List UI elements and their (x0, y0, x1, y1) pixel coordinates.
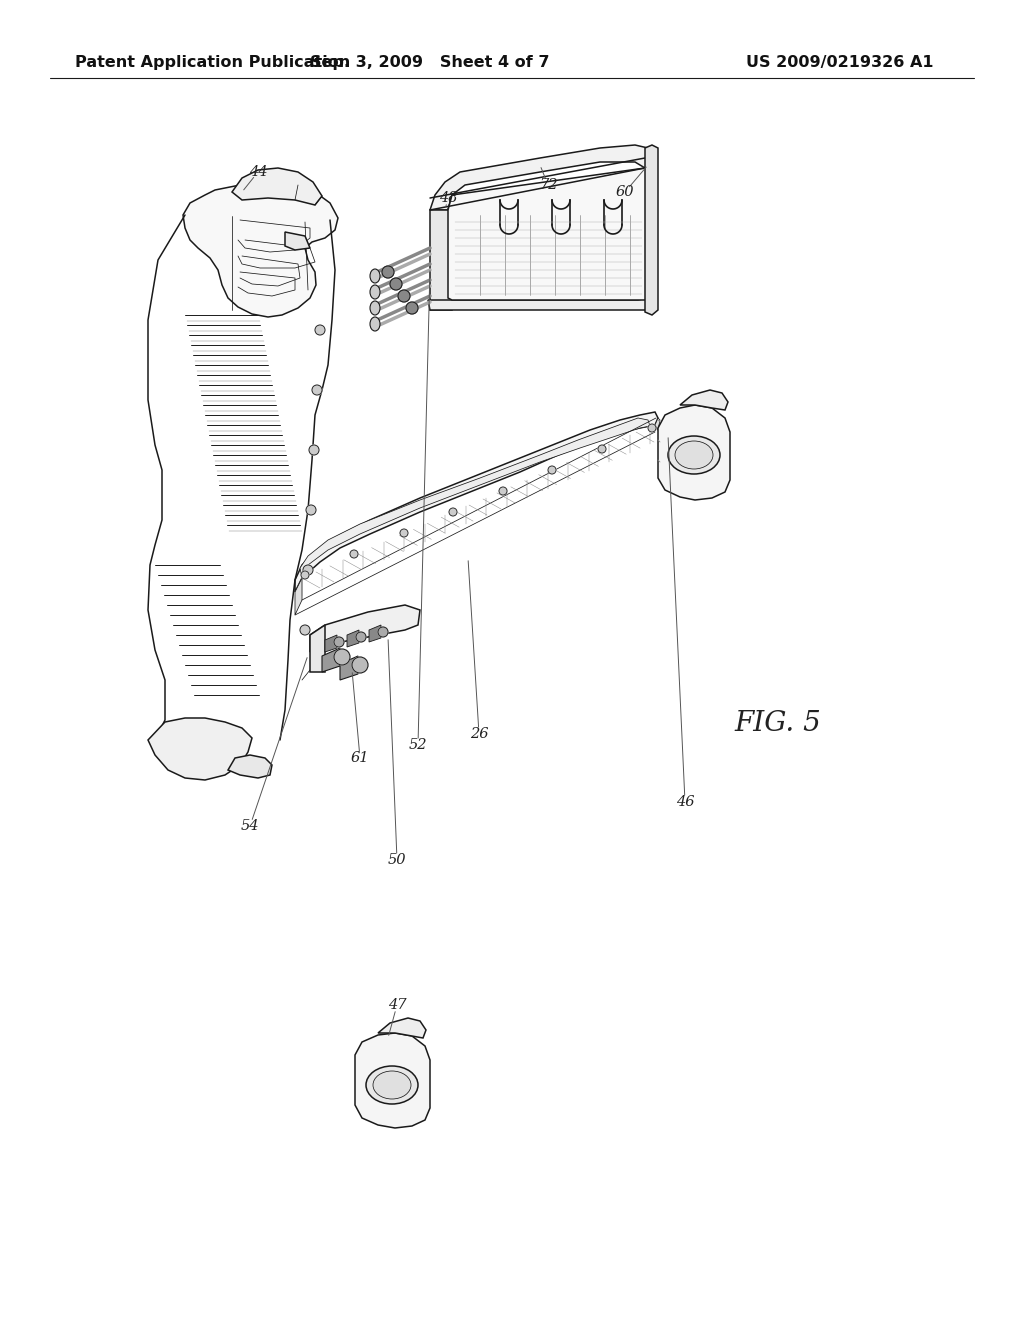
Ellipse shape (370, 317, 380, 331)
Polygon shape (285, 232, 310, 249)
Circle shape (300, 624, 310, 635)
Polygon shape (340, 656, 358, 680)
Text: Patent Application Publication: Patent Application Publication (75, 54, 350, 70)
Circle shape (350, 550, 358, 558)
Polygon shape (232, 168, 322, 205)
Circle shape (406, 302, 418, 314)
Text: US 2009/0219326 A1: US 2009/0219326 A1 (746, 54, 934, 70)
Ellipse shape (370, 285, 380, 300)
Polygon shape (655, 418, 660, 430)
Polygon shape (680, 389, 728, 411)
Polygon shape (310, 605, 420, 652)
Polygon shape (295, 412, 658, 591)
Circle shape (356, 632, 366, 642)
Polygon shape (228, 755, 272, 777)
Text: 60: 60 (615, 185, 634, 199)
Ellipse shape (370, 301, 380, 315)
Text: 26: 26 (470, 727, 488, 741)
Circle shape (398, 290, 410, 302)
Polygon shape (322, 648, 340, 672)
Text: FIG. 5: FIG. 5 (735, 710, 821, 737)
Text: 52: 52 (409, 738, 427, 752)
Text: 50: 50 (388, 853, 407, 867)
Text: Sep. 3, 2009   Sheet 4 of 7: Sep. 3, 2009 Sheet 4 of 7 (310, 54, 550, 70)
Circle shape (378, 627, 388, 638)
Polygon shape (369, 624, 381, 642)
Ellipse shape (373, 1071, 411, 1100)
Circle shape (449, 508, 457, 516)
Circle shape (499, 487, 507, 495)
Polygon shape (295, 578, 302, 615)
Ellipse shape (366, 1067, 418, 1104)
Polygon shape (347, 630, 359, 647)
Text: 61: 61 (351, 751, 370, 766)
Text: 44: 44 (249, 165, 267, 180)
Circle shape (382, 267, 394, 279)
Polygon shape (428, 298, 652, 310)
Text: 72: 72 (539, 178, 557, 191)
Polygon shape (310, 624, 325, 672)
Polygon shape (378, 1018, 426, 1038)
Text: 48: 48 (438, 191, 458, 205)
Text: 46: 46 (676, 795, 694, 809)
Polygon shape (645, 145, 658, 315)
Circle shape (352, 657, 368, 673)
Circle shape (648, 424, 656, 432)
Polygon shape (449, 168, 648, 300)
Circle shape (315, 325, 325, 335)
Circle shape (400, 529, 408, 537)
Circle shape (390, 279, 402, 290)
Ellipse shape (668, 436, 720, 474)
Circle shape (598, 445, 606, 453)
Polygon shape (658, 405, 730, 500)
Ellipse shape (370, 269, 380, 282)
Circle shape (334, 638, 344, 647)
Circle shape (312, 385, 322, 395)
Polygon shape (430, 195, 452, 310)
Polygon shape (430, 145, 652, 210)
Circle shape (548, 466, 556, 474)
Ellipse shape (675, 441, 713, 469)
Circle shape (303, 565, 313, 576)
Polygon shape (148, 718, 252, 780)
Circle shape (334, 649, 350, 665)
Circle shape (306, 506, 316, 515)
Polygon shape (645, 158, 652, 310)
Text: 54: 54 (241, 818, 259, 833)
Circle shape (301, 572, 309, 579)
Polygon shape (325, 635, 337, 652)
Polygon shape (355, 1034, 430, 1129)
Text: 47: 47 (388, 998, 407, 1012)
Polygon shape (300, 418, 650, 578)
Polygon shape (183, 183, 338, 317)
Circle shape (309, 445, 319, 455)
